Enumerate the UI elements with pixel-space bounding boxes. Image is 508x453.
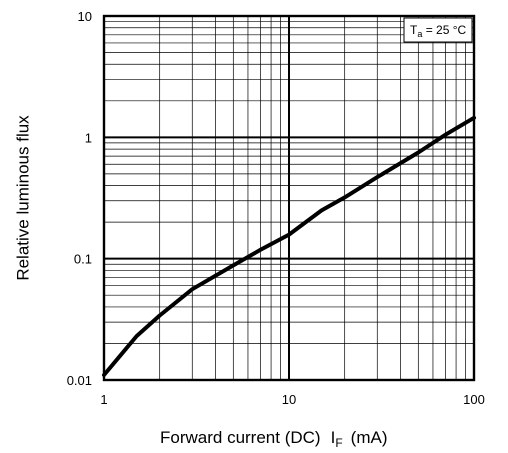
y-tick-label: 10 (78, 9, 92, 24)
x-tick-labels: 1 10 100 (100, 392, 484, 407)
y-axis-title: Relative luminous flux (13, 115, 32, 281)
x-tick-label: 100 (463, 392, 485, 407)
flux-curve (102, 115, 476, 377)
y-tick-label: 0.01 (67, 373, 92, 388)
x-axis-title: Forward current (DC) IF (mA) (160, 428, 388, 450)
y-tick-label: 0.1 (74, 252, 92, 267)
condition-label: Ta = 25 °C (410, 23, 467, 39)
condition-box: Ta = 25 °C (403, 17, 473, 43)
plot-frame (102, 14, 476, 382)
y-tick-labels: 0.01 0.1 1 10 (67, 9, 92, 388)
x-tick-label: 1 (100, 392, 107, 407)
x-tick-label: 10 (282, 392, 296, 407)
y-tick-label: 1 (85, 130, 92, 145)
